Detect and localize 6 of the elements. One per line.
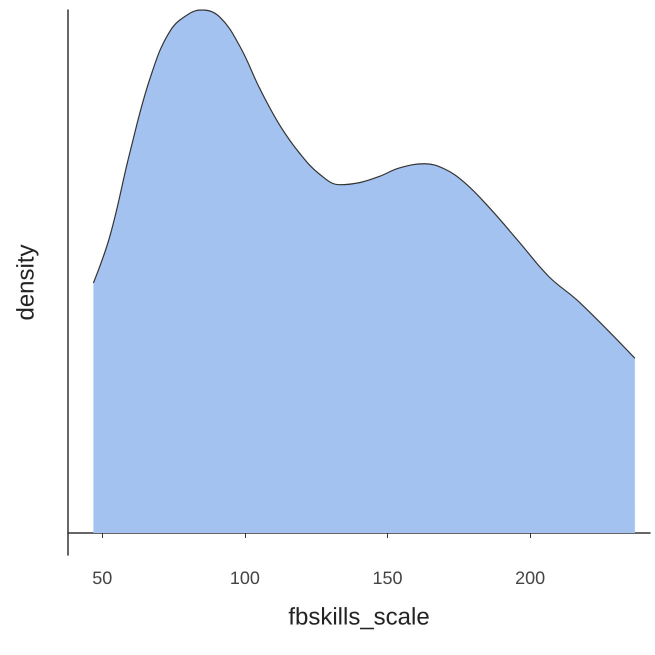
x-tick-label: 50 xyxy=(92,568,112,588)
x-axis-title: fbskills_scale xyxy=(288,604,430,630)
x-tick-label: 200 xyxy=(515,568,546,588)
x-tick-label: 150 xyxy=(372,568,403,588)
x-tick-label: 100 xyxy=(230,568,260,588)
y-axis-title: density xyxy=(12,244,40,321)
